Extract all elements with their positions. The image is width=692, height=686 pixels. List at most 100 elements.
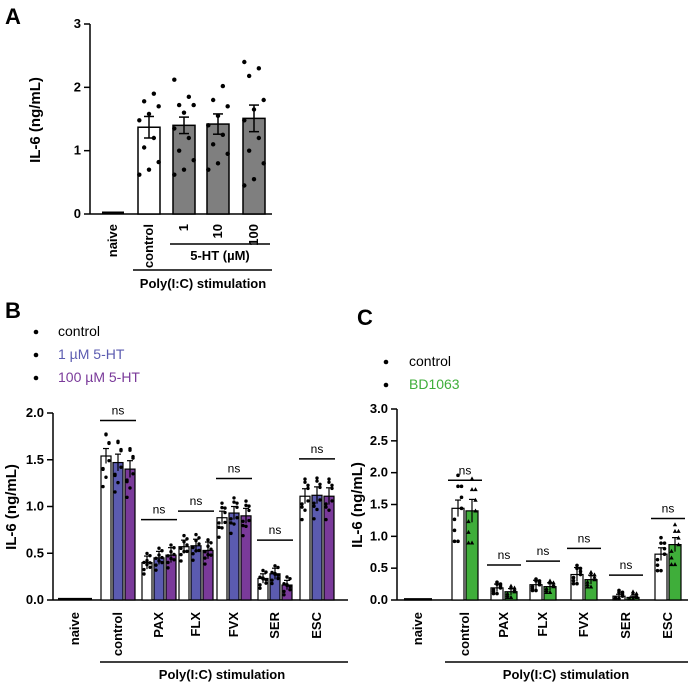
panel-a-data-point (141, 99, 147, 104)
panel-c-data-point (571, 581, 576, 586)
panel-c-significance-label: ns (459, 463, 472, 477)
panel-c-data-point (662, 546, 667, 551)
panel-c-bar (465, 510, 479, 601)
panel-a-category-label: 100 (246, 224, 261, 246)
panel-c-data-point (659, 535, 663, 540)
panel-c-data-point (588, 569, 594, 574)
panel-c-data-point (537, 579, 542, 583)
panel-c-data-point (534, 588, 538, 593)
panel-b-data-point (206, 538, 210, 542)
panel-b-data-point (276, 573, 280, 577)
panel-c-data-point (452, 539, 457, 544)
panel-b-data-point (154, 563, 158, 567)
panel-a-data-point (186, 135, 192, 141)
panel-c-data-point (456, 473, 460, 478)
panel-b-data-point (217, 535, 221, 539)
panel-b-data-point (194, 538, 198, 543)
panel-b-data-point (185, 537, 189, 541)
panel-b-data-point (209, 541, 213, 545)
panel-letter-a: A (5, 4, 21, 29)
panel-b-data-point (160, 555, 164, 560)
panel-c-data-point (613, 596, 618, 600)
panel-a-data-point (206, 123, 211, 128)
panel-b-data-point (182, 533, 186, 538)
panel-b-data-point (288, 584, 292, 589)
panel-c-data-point (662, 541, 667, 545)
panel-b-significance-label: ns (190, 494, 203, 508)
panel-c-data-point (452, 528, 457, 533)
panel-c-data-point (592, 572, 597, 577)
panel-a-data-point (137, 118, 142, 123)
panel-a-category-label: control (141, 224, 156, 268)
panel-c-y-label: IL-6 (ng/mL) (349, 462, 366, 548)
panel-b-data-point (203, 562, 207, 566)
panel-b-y-tick-label: 2.0 (26, 405, 44, 420)
panel-a-data-point (251, 107, 257, 112)
panel-b-data-point (179, 559, 183, 563)
panel-b-data-point (235, 501, 239, 505)
panel-b-data-point (312, 504, 316, 508)
panel-b-data-point (179, 546, 183, 551)
panel-b-data-point (232, 500, 236, 504)
panel-c-data-point (669, 555, 674, 560)
panel-c-data-point (456, 539, 460, 544)
panel-b-data-point (247, 518, 251, 523)
panel-b-y-tick-label: 1.5 (26, 452, 44, 467)
panel-c-data-point (547, 578, 553, 583)
panel-b-data-point (131, 472, 135, 476)
panel-b-significance-label: ns (153, 503, 166, 517)
panel-b-data-point (327, 508, 331, 512)
panel-a-data-point (256, 135, 262, 141)
panel-b-data-point (197, 536, 201, 540)
panel-b-data-point (217, 525, 221, 530)
panel-a-data-point (186, 94, 192, 100)
panel-c-data-point (547, 589, 553, 594)
panel-a-data-point (137, 172, 142, 177)
panel-b-y-tick-label: 0.0 (26, 592, 44, 607)
panel-c-category-label: FVX (576, 612, 591, 638)
panel-a-data-point (215, 113, 221, 119)
panel-a-data-point (146, 167, 152, 172)
panel-c-data-point (508, 595, 514, 600)
panel-b-legend-label: 100 µM 5-HT (58, 369, 140, 385)
panel-b-data-point (258, 575, 262, 579)
panel-b-data-point (169, 556, 173, 561)
panel-b-data-point (220, 526, 224, 530)
panel-b-legend-label: 1 µM 5-HT (58, 346, 125, 362)
panel-b-data-point (247, 508, 251, 513)
panel-b-data-point (145, 558, 149, 563)
panel-b-category-label: FLX (188, 612, 203, 637)
panel-b-data-point (315, 507, 319, 512)
panel-b-significance-label: ns (112, 403, 125, 417)
panel-c-y-tick-label: 1.0 (370, 528, 388, 543)
panel-b-data-point (315, 479, 319, 483)
panel-b-data-point (244, 499, 248, 503)
panel-a-data-point (172, 126, 177, 131)
panel-c-data-point (469, 476, 475, 481)
panel-b-data-point (194, 532, 198, 537)
panel-c-data-point (672, 562, 678, 567)
panel-b-data-point (185, 549, 189, 554)
panel-b-data-point (288, 588, 292, 592)
panel-b-data-point (273, 564, 277, 568)
panel-c-data-point (505, 591, 510, 596)
panel-c-data-point (459, 495, 464, 500)
panel-b-data-point (264, 570, 268, 574)
panel-a-data-point (191, 102, 196, 108)
panel-b-data-point (182, 540, 186, 544)
panel-c-data-point (669, 562, 674, 567)
panel-b-data-point (261, 568, 265, 573)
panel-c-y-tick-label: 3.0 (370, 401, 388, 416)
panel-b-data-point (113, 473, 117, 478)
panel-c-y-tick-label: 0.5 (370, 560, 388, 575)
panel-a-data-point (172, 172, 177, 177)
panel-c-data-point (585, 582, 590, 587)
panel-c-data-point (571, 578, 576, 583)
panel-b-data-point (157, 553, 161, 557)
panel-b-legend-marker (33, 375, 39, 381)
panel-b-data-point (113, 490, 117, 494)
panel-b-data-point (258, 583, 262, 587)
panel-b-data-point (241, 533, 245, 538)
panel-b-significance-label: ns (269, 523, 282, 537)
